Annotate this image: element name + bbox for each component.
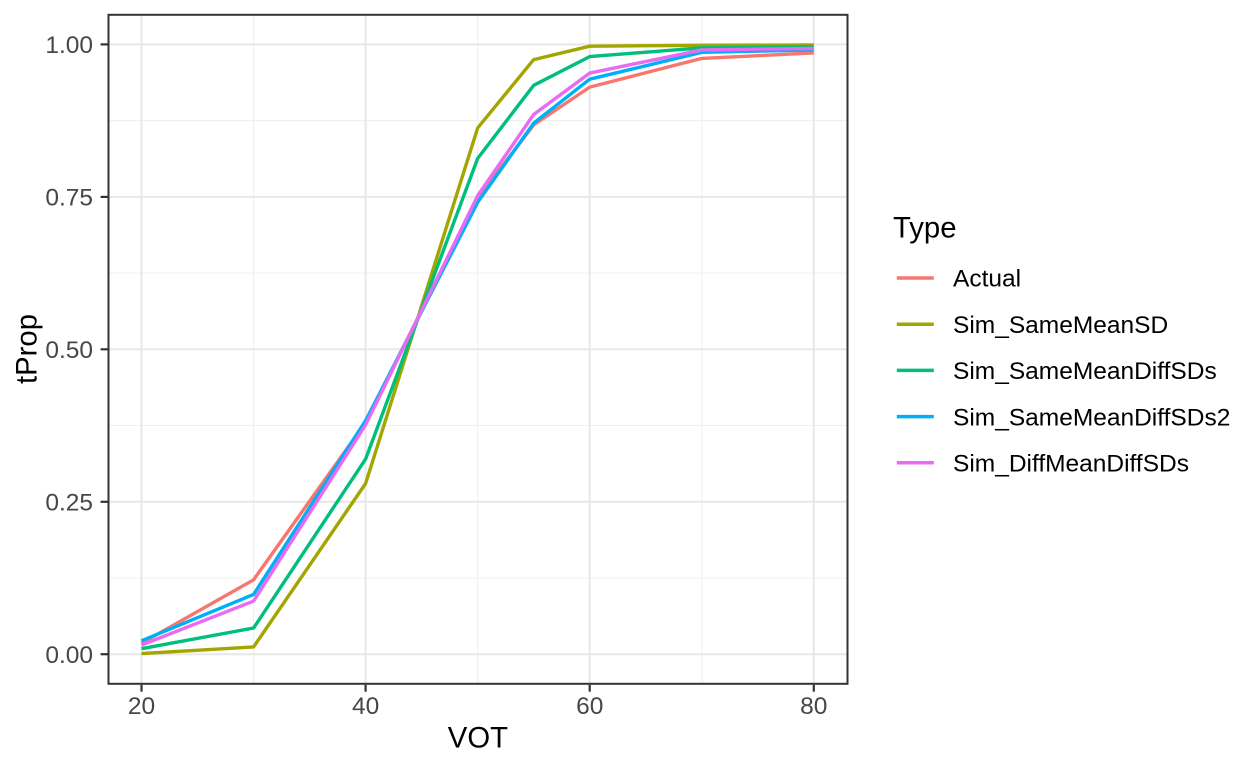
svg-text:Type: Type (893, 211, 957, 244)
svg-text:Sim_SameMeanSD: Sim_SameMeanSD (953, 312, 1168, 339)
svg-text:40: 40 (352, 693, 379, 720)
svg-text:tProp: tProp (10, 314, 43, 384)
svg-text:1.00: 1.00 (45, 32, 93, 59)
svg-text:80: 80 (800, 693, 827, 720)
svg-text:0.00: 0.00 (45, 642, 93, 669)
svg-text:Sim_SameMeanDiffSDs: Sim_SameMeanDiffSDs (953, 358, 1217, 385)
svg-text:20: 20 (128, 693, 155, 720)
svg-text:0.75: 0.75 (45, 185, 93, 212)
svg-text:60: 60 (576, 693, 603, 720)
svg-text:0.50: 0.50 (45, 337, 93, 364)
svg-text:Sim_SameMeanDiffSDs2: Sim_SameMeanDiffSDs2 (953, 404, 1230, 431)
svg-text:Sim_DiffMeanDiffSDs: Sim_DiffMeanDiffSDs (953, 451, 1189, 478)
svg-text:Actual: Actual (953, 266, 1021, 293)
svg-text:0.25: 0.25 (45, 489, 93, 516)
svg-text:VOT: VOT (448, 722, 508, 755)
